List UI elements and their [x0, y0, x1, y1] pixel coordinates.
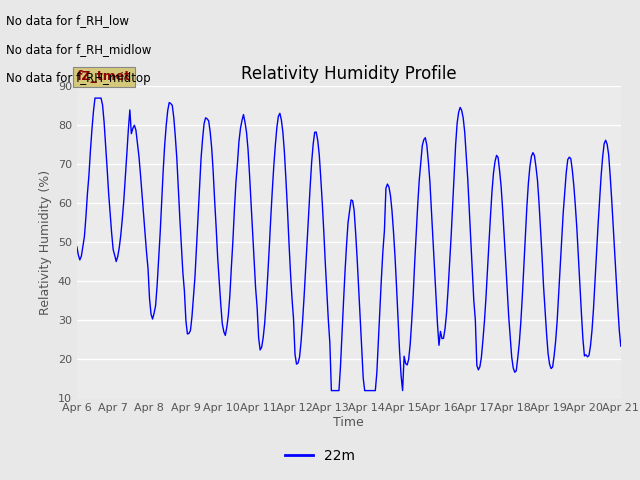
Text: No data for f_RH_low: No data for f_RH_low	[6, 14, 129, 27]
Text: No data for f_RH_midtop: No data for f_RH_midtop	[6, 72, 151, 85]
Y-axis label: Relativity Humidity (%): Relativity Humidity (%)	[39, 170, 52, 315]
Text: No data for f_RH_midlow: No data for f_RH_midlow	[6, 43, 152, 56]
Title: Relativity Humidity Profile: Relativity Humidity Profile	[241, 65, 456, 84]
Legend: 22m: 22m	[280, 443, 360, 468]
Text: fZ_tmet: fZ_tmet	[77, 70, 131, 84]
X-axis label: Time: Time	[333, 416, 364, 429]
